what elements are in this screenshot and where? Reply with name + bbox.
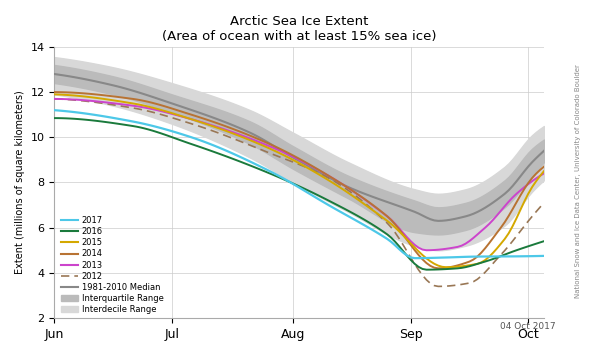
Y-axis label: Extent (millions of square kilometers): Extent (millions of square kilometers) bbox=[15, 91, 25, 274]
Text: National Snow and Ice Data Center, University of Colorado Boulder: National Snow and Ice Data Center, Unive… bbox=[575, 65, 581, 298]
Title: Arctic Sea Ice Extent
(Area of ocean with at least 15% sea ice): Arctic Sea Ice Extent (Area of ocean wit… bbox=[162, 15, 436, 43]
Text: 04 Oct 2017: 04 Oct 2017 bbox=[500, 322, 556, 331]
Legend: 2017, 2016, 2015, 2014, 2013, 2012, 1981-2010 Median, Interquartile Range, Inter: 2017, 2016, 2015, 2014, 2013, 2012, 1981… bbox=[61, 216, 164, 314]
